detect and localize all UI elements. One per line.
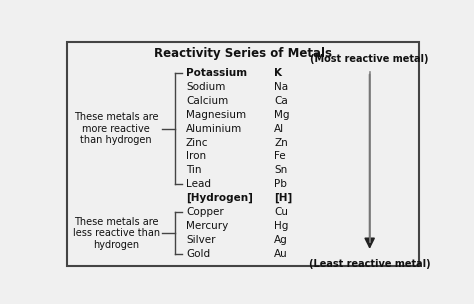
Text: Pb: Pb	[274, 179, 287, 189]
Text: Zinc: Zinc	[186, 137, 209, 147]
Text: Ag: Ag	[274, 235, 288, 245]
Text: Cu: Cu	[274, 207, 288, 217]
Text: Mercury: Mercury	[186, 221, 228, 231]
Text: Reactivity Series of Metals: Reactivity Series of Metals	[154, 47, 332, 60]
Text: [H]: [H]	[274, 193, 292, 203]
Text: (Least reactive metal): (Least reactive metal)	[309, 258, 430, 268]
Text: These metals are
less reactive than
hydrogen: These metals are less reactive than hydr…	[73, 217, 160, 250]
Text: Au: Au	[274, 249, 288, 259]
Text: Zn: Zn	[274, 137, 288, 147]
Text: Calcium: Calcium	[186, 96, 228, 106]
Text: Al: Al	[274, 124, 284, 133]
Text: Na: Na	[274, 82, 288, 92]
Text: Aluminium: Aluminium	[186, 124, 242, 133]
Text: Sodium: Sodium	[186, 82, 225, 92]
Text: Mg: Mg	[274, 110, 290, 120]
Text: Gold: Gold	[186, 249, 210, 259]
Text: K: K	[274, 68, 282, 78]
Text: Iron: Iron	[186, 151, 206, 161]
Text: (Most reactive metal): (Most reactive metal)	[310, 54, 429, 64]
Text: Potassium: Potassium	[186, 68, 247, 78]
Text: [Hydrogen]: [Hydrogen]	[186, 193, 253, 203]
Text: Fe: Fe	[274, 151, 286, 161]
Text: Copper: Copper	[186, 207, 224, 217]
Text: Sn: Sn	[274, 165, 287, 175]
Text: Silver: Silver	[186, 235, 216, 245]
Text: Ca: Ca	[274, 96, 288, 106]
Text: Magnesium: Magnesium	[186, 110, 246, 120]
Text: Tin: Tin	[186, 165, 201, 175]
Text: These metals are
more reactive
than hydrogen: These metals are more reactive than hydr…	[74, 112, 158, 145]
Text: Lead: Lead	[186, 179, 211, 189]
Text: Hg: Hg	[274, 221, 289, 231]
